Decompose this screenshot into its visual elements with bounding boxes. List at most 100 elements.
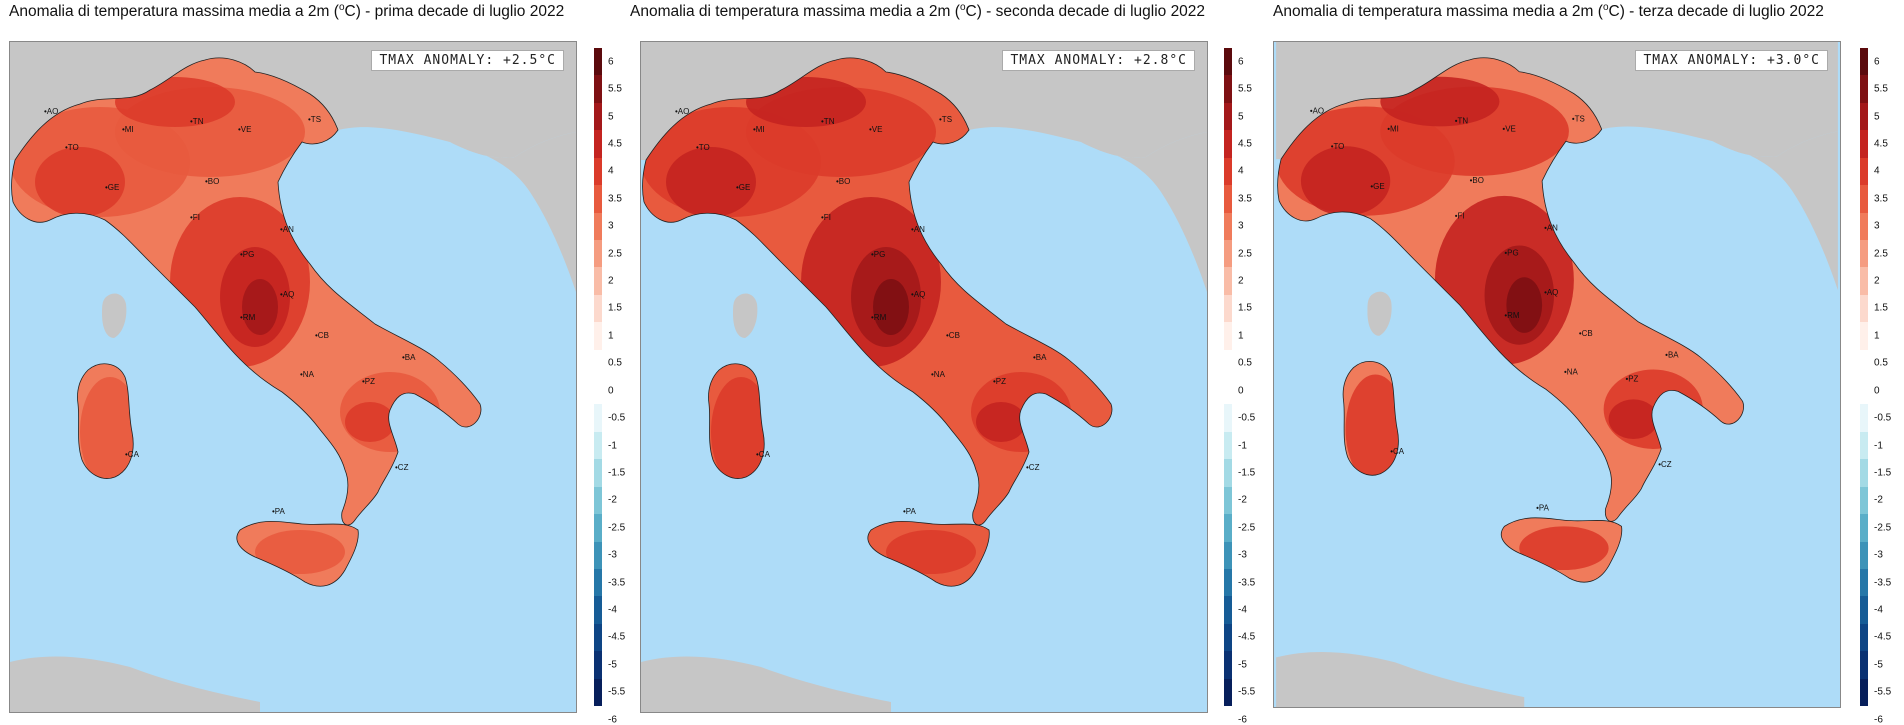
- city-label: •AQ: [280, 290, 294, 299]
- colorbar-segment: [1860, 651, 1868, 680]
- colorbar-segment: [1224, 459, 1232, 488]
- colorbar-segment: [1860, 102, 1868, 131]
- city-label: •MI: [122, 125, 134, 134]
- colorbar-tick-label: 2: [1874, 275, 1880, 287]
- colorbar-tick-label: 3: [608, 220, 614, 232]
- foreign-land-north: [10, 42, 576, 160]
- corsica: [1367, 291, 1392, 336]
- colorbar-tick-label: 4.5: [608, 138, 622, 150]
- colorbar-tick-label: 2: [608, 275, 614, 287]
- city-label: •PG: [871, 250, 885, 259]
- city-label: •CB: [1579, 329, 1593, 338]
- colorbar-tick-label: -3.5: [1874, 577, 1892, 589]
- city-label: •TS: [1572, 114, 1585, 123]
- colorbar-tick-label: -6: [1238, 714, 1247, 725]
- colorbar-tick-label: -4: [1874, 604, 1883, 616]
- foreign-land-north: [641, 42, 1207, 160]
- city-label: •NA: [300, 370, 315, 379]
- city-label: •CA: [125, 450, 140, 459]
- colorbar-segment: [1860, 322, 1868, 351]
- colorbar-segment: [1224, 185, 1232, 213]
- colorbar-tick-label: -4: [1238, 604, 1247, 616]
- colorbar-segment: [1860, 349, 1868, 378]
- city-label: •GE: [736, 183, 750, 192]
- city-label: •AN: [911, 225, 925, 234]
- city-label: •MI: [1387, 124, 1399, 133]
- colorbar-tick-label: -1: [608, 440, 617, 452]
- city-label: •BO: [836, 177, 850, 186]
- city-label: •PA: [903, 507, 917, 516]
- colorbar-segment: [594, 514, 602, 542]
- colorbar-tick-label: 0.5: [1238, 357, 1252, 369]
- city-label: •VE: [1502, 124, 1515, 133]
- colorbar-tick-label: -1: [1874, 440, 1883, 452]
- colorbar-segment: [594, 102, 602, 131]
- colorbar-segment: [594, 541, 602, 570]
- foreign-land-balkans: [1081, 132, 1207, 292]
- city-label: •BA: [402, 353, 416, 362]
- colorbar-tick-label: -5: [608, 659, 617, 671]
- city-label: •CZ: [1658, 460, 1672, 469]
- colorbar-tick-label: 3.5: [1874, 193, 1888, 205]
- colorbar-tick-label: 5.5: [1874, 83, 1888, 95]
- city-label: •CZ: [1026, 463, 1040, 472]
- city-label: •FI: [190, 213, 200, 222]
- city-label: •PG: [240, 250, 254, 259]
- city-label: •MI: [753, 125, 765, 134]
- city-label: •AO: [675, 107, 689, 116]
- colorbar-tick-label: 2.5: [1238, 248, 1252, 260]
- colorbar-segment: [594, 651, 602, 680]
- colorbar-tick-label: -4: [608, 604, 617, 616]
- colorbar-tick-label: -4.5: [1874, 631, 1892, 643]
- city-label: •TN: [190, 117, 204, 126]
- city-label: •TO: [1331, 142, 1345, 151]
- colorbar-tick-label: 1.5: [1874, 302, 1888, 314]
- colorbar-tick-label: -6: [1874, 714, 1883, 725]
- city-label: •FI: [1455, 212, 1465, 221]
- colorbar-tick-label: -5: [1238, 659, 1247, 671]
- city-label: •NA: [931, 370, 946, 379]
- panel-prima: Anomalia di temperatura massima media a …: [0, 0, 630, 725]
- colorbar-tick-label: -1.5: [1238, 467, 1256, 479]
- colorbar-segment: [1860, 212, 1868, 241]
- colorbar-tick-label: 0: [1874, 385, 1880, 397]
- colorbar-segment: [1224, 212, 1232, 241]
- colorbar-tick-label: 1.5: [608, 302, 622, 314]
- colorbar-segment: [594, 486, 602, 515]
- colorbar-tick-label: 5: [1874, 111, 1880, 123]
- colorbar-tick-label: -5.5: [608, 686, 626, 698]
- colorbar-tick-label: 6: [608, 56, 614, 68]
- colorbar-tick-label: -4.5: [1238, 631, 1256, 643]
- colorbar-segment: [594, 322, 602, 351]
- colorbar-segment: [1860, 130, 1868, 159]
- foreign-land-balkans: [1712, 131, 1838, 291]
- city-label: •TN: [1455, 116, 1469, 125]
- colorbar-tick-label: -1.5: [608, 467, 626, 479]
- colorbar-tick-label: -5.5: [1238, 686, 1256, 698]
- city-label: •NA: [1564, 368, 1579, 377]
- colorbar-segment: [1224, 349, 1232, 378]
- colorbar-segment: [594, 185, 602, 213]
- colorbar-segment: [1224, 431, 1232, 460]
- colorbar-segment: [1224, 377, 1232, 405]
- colorbar-segment: [1224, 294, 1232, 323]
- colorbar-tick-label: -3: [1874, 549, 1883, 561]
- city-label: •PA: [272, 507, 286, 516]
- city-label: •AO: [1310, 106, 1324, 115]
- italy-map: •TN •TS •MI •VE •AO •TO •GE •BO •FI •AN •PG •AQ •RM •…: [10, 42, 576, 712]
- city-label: •GE: [105, 183, 119, 192]
- city-label: •BO: [1470, 176, 1484, 185]
- foreign-land-africa: [10, 656, 260, 712]
- colorbar-segment: [594, 404, 602, 433]
- colorbar-tick-label: -2: [1238, 494, 1247, 506]
- colorbar-segment: [594, 294, 602, 323]
- colorbar-segment: [1860, 157, 1868, 186]
- colorbar-tick-label: 1: [1238, 330, 1244, 342]
- colorbar-segment: [1224, 568, 1232, 597]
- colorbar-segment: [1860, 568, 1868, 597]
- colorbar-tick-label: 2.5: [1874, 248, 1888, 260]
- colorbar-segment: [1860, 623, 1868, 652]
- colorbar-segment: [1224, 678, 1232, 707]
- city-label: •CA: [1390, 447, 1405, 456]
- colorbar: 6 5.5 5 4.5 4 3.5 3 2.5 2 1.5 1 0.5 0 -0.5 -1 -1.5 -2 -2.…: [594, 48, 625, 725]
